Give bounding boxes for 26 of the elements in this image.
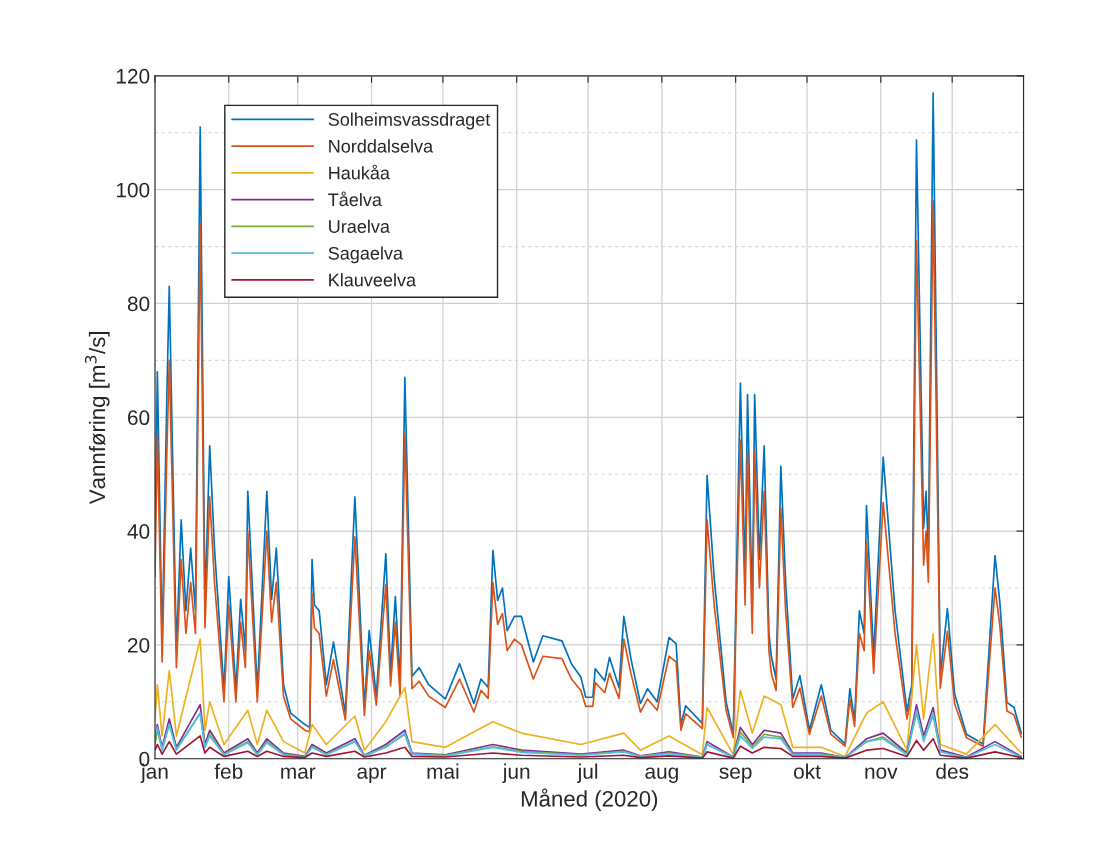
x-tick-label: okt xyxy=(794,763,821,779)
x-axis-title: Måned (2020) xyxy=(521,788,658,812)
y-tick-label: 60 xyxy=(128,410,150,426)
x-tick-label: jun xyxy=(502,763,530,783)
legend-label: Uraelva xyxy=(329,219,390,233)
legend-label: Solheimsvassdraget xyxy=(328,112,491,130)
legend-label: Klauveelva xyxy=(329,273,417,287)
x-tick-label: apr xyxy=(357,767,387,783)
legend-label: Norddalselva xyxy=(329,139,434,153)
x-tick-label: jul xyxy=(577,763,598,783)
x-tick-label: mar xyxy=(281,767,316,779)
legend-label: Sagaelva xyxy=(328,246,404,264)
x-tick-label: sep xyxy=(719,767,752,783)
x-tick-label: nov xyxy=(865,767,898,779)
x-tick-label: mai xyxy=(427,763,459,779)
x-tick-label: feb xyxy=(214,763,243,779)
y-tick-label: 100 xyxy=(116,182,150,198)
x-tick-label: des xyxy=(936,763,969,779)
legend-label: Haukåa xyxy=(329,164,390,180)
y-tick-label: 80 xyxy=(127,296,150,312)
x-tick-label: aug xyxy=(645,767,678,783)
y-tick-label: 120 xyxy=(116,68,150,84)
legend-label: Tåelva xyxy=(328,191,382,207)
y-axis-title: Vannføring [m$^{3}$/s] xyxy=(84,332,110,505)
y-tick-label: 40 xyxy=(127,524,150,539)
y-tick-label: 20 xyxy=(128,637,150,653)
